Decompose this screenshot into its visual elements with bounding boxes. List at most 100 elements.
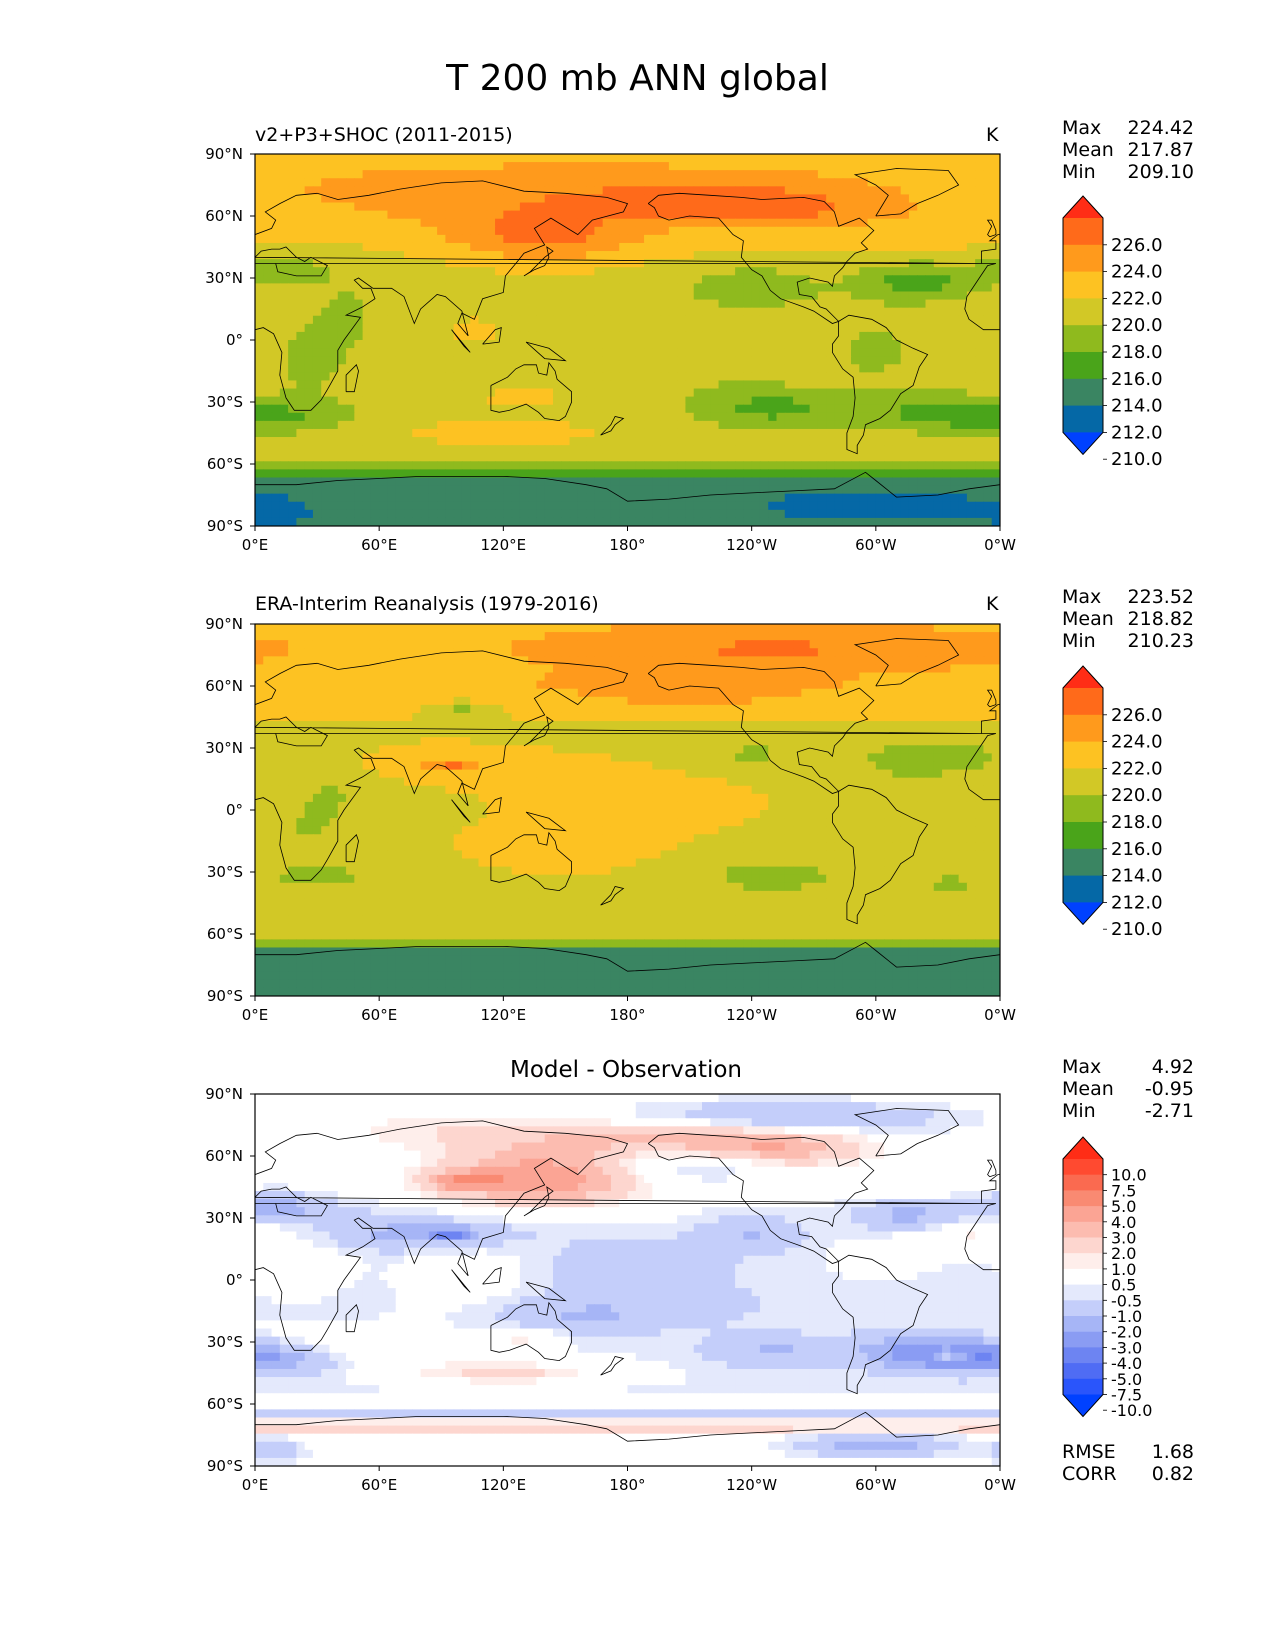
colorbar-label: 222.0 (1111, 288, 1163, 309)
field-cell (412, 688, 422, 698)
field-cell (544, 186, 554, 196)
field-cell (577, 624, 587, 633)
field-cell (519, 445, 529, 454)
field-cell (677, 356, 687, 365)
field-cell (917, 404, 927, 414)
coastline (600, 416, 625, 436)
field-cell (809, 388, 819, 398)
field-cell (577, 445, 587, 454)
field-cell (826, 380, 836, 390)
field-cell (842, 648, 852, 657)
field-cell (942, 388, 951, 398)
field-cell (428, 388, 438, 398)
field-cell (784, 372, 794, 382)
field-cell (842, 162, 852, 171)
field-cell (793, 493, 802, 503)
field-cell (917, 632, 927, 641)
field-cell (759, 632, 769, 641)
field-cell (528, 348, 538, 357)
field-cell (892, 517, 902, 526)
field-cell (379, 461, 389, 470)
field-cell (619, 234, 629, 244)
field-cell (784, 404, 794, 414)
field-cell (561, 680, 571, 690)
field-cell (428, 672, 438, 682)
field-cell (445, 404, 455, 414)
field-cell (404, 640, 413, 649)
field-cell (544, 307, 554, 317)
field-cell (255, 485, 264, 495)
field-cell (461, 664, 471, 674)
field-cell (784, 501, 794, 511)
field-cell (321, 194, 331, 204)
field-cell (528, 428, 538, 438)
field-cell (635, 396, 645, 406)
field-cell (975, 380, 985, 390)
field-cell (428, 194, 438, 204)
field-cell (445, 445, 455, 454)
field-cell (751, 323, 761, 333)
field-cell (743, 372, 753, 382)
field-cell (710, 640, 720, 649)
field-cell (702, 632, 711, 641)
field-cell (759, 291, 769, 301)
field-cell (346, 517, 355, 526)
field-cell (329, 340, 339, 349)
field-cell (296, 226, 306, 236)
field-cell (726, 291, 736, 301)
field-cell (437, 453, 446, 462)
field-cell (279, 461, 289, 470)
field-cell (817, 242, 827, 252)
field-cell (470, 437, 480, 446)
field-cell (900, 477, 910, 487)
field-cell (652, 194, 662, 204)
field-cell (851, 672, 860, 682)
field-cell (470, 178, 480, 187)
field-cell (428, 234, 438, 244)
field-cell (859, 380, 869, 390)
field-cell (528, 664, 538, 674)
field-cell (726, 202, 736, 212)
field-cell (892, 672, 902, 682)
field-cell (610, 445, 620, 454)
field-cell (851, 315, 860, 325)
field-cell (503, 469, 513, 479)
field-cell (561, 396, 571, 406)
field-cell (842, 485, 852, 495)
field-cell (288, 340, 297, 349)
field-cell (470, 469, 480, 479)
field-cell (586, 170, 595, 179)
field-cell (942, 356, 951, 365)
field-cell (875, 680, 885, 690)
field-cell (884, 299, 893, 309)
field-cell (958, 275, 968, 284)
field-cell (644, 372, 653, 382)
coastline (523, 246, 554, 277)
field-cell (784, 291, 794, 301)
field-cell (768, 632, 778, 641)
field-cell (660, 275, 670, 284)
field-cell (660, 656, 670, 666)
field-cell (668, 194, 678, 204)
field-cell (884, 291, 893, 301)
field-cell (478, 680, 488, 690)
field-cell (312, 640, 322, 649)
field-cell (288, 648, 297, 657)
field-cell (329, 194, 339, 204)
field-cell (544, 234, 554, 244)
field-cell (834, 664, 844, 674)
field-cell (412, 437, 422, 446)
field-cell (586, 251, 595, 260)
field-cell (354, 275, 364, 284)
field-cell (892, 154, 902, 163)
field-cell (569, 404, 579, 414)
field-cell (577, 275, 587, 284)
field-cell (387, 348, 397, 357)
field-cell (586, 226, 595, 236)
field-cell (660, 194, 670, 204)
field-cell (693, 485, 703, 495)
field-cell (379, 437, 389, 446)
field-cell (495, 291, 504, 301)
field-cell (544, 364, 554, 373)
field-cell (644, 218, 653, 228)
